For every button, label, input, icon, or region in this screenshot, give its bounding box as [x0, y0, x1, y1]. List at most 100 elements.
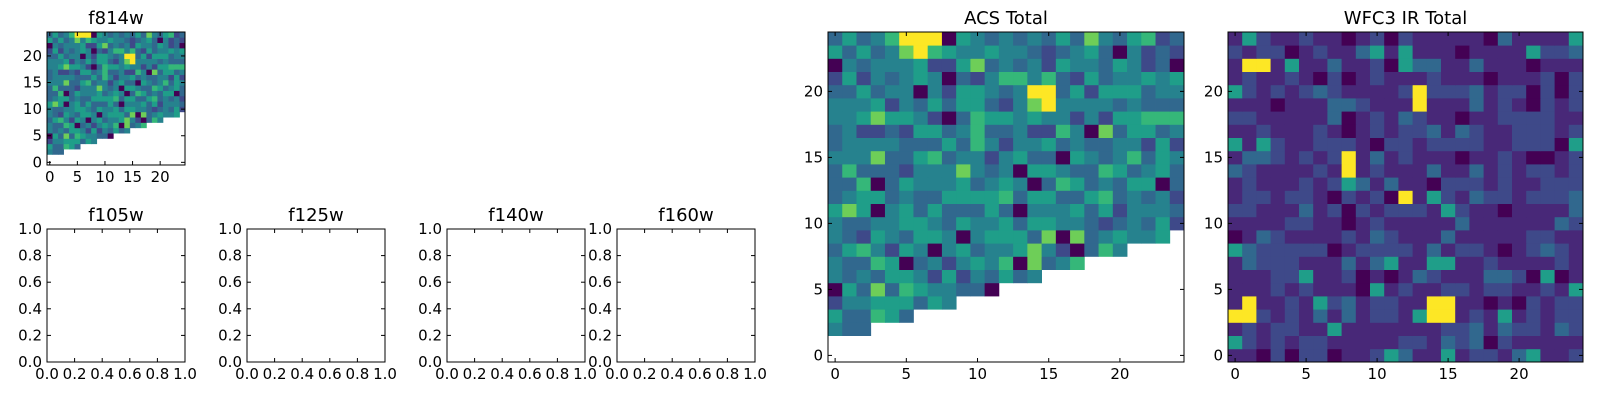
heatmap-cell	[80, 95, 87, 102]
heatmap-cell	[1469, 296, 1484, 310]
heatmap-cell	[1256, 98, 1271, 112]
heatmap-cell	[927, 282, 943, 297]
heatmap-cell	[168, 79, 175, 86]
y-tick-label: 5	[32, 127, 42, 145]
heatmap-cell	[96, 37, 103, 44]
heatmap-cell	[1313, 164, 1328, 178]
heatmap-cell	[85, 127, 92, 134]
heatmap-cell	[1112, 58, 1128, 72]
heatmap-cell	[1098, 230, 1114, 244]
heatmap-cell	[96, 53, 103, 59]
heatmap-cell	[1127, 32, 1142, 46]
heatmap-cell	[870, 58, 886, 72]
heatmap-cell	[1497, 71, 1513, 86]
heatmap-cell	[1256, 84, 1271, 99]
heatmap-cell	[1441, 230, 1456, 244]
heatmap-cell	[1327, 216, 1342, 231]
heatmap-cell	[1055, 111, 1071, 125]
heatmap-cell	[870, 296, 886, 310]
heatmap-cell	[1483, 84, 1499, 99]
heatmap-cell	[69, 122, 75, 129]
heatmap-cell	[1512, 58, 1527, 72]
heatmap-cell	[1512, 164, 1527, 178]
heatmap-cell	[1412, 230, 1428, 244]
heatmap-cell	[1568, 45, 1584, 59]
heatmap-cell	[1055, 164, 1071, 178]
heatmap-cell	[80, 106, 87, 113]
heatmap-cell	[107, 133, 114, 139]
heatmap-cell	[1084, 243, 1099, 257]
heatmap-cell	[1512, 190, 1527, 204]
heatmap-cell	[85, 85, 92, 91]
heatmap-cell	[118, 47, 125, 54]
heatmap-cell	[1242, 269, 1257, 284]
heatmap-cell	[842, 256, 857, 270]
heatmap-cell	[1112, 111, 1128, 125]
heatmap-cell	[168, 42, 175, 49]
heatmap-cell	[58, 111, 64, 118]
heatmap-cell	[113, 79, 120, 86]
heatmap-cell	[1526, 296, 1541, 310]
heatmap-cell	[1469, 282, 1484, 297]
heatmap-cell	[52, 90, 59, 97]
heatmap-cell	[69, 95, 75, 102]
heatmap-cell	[1327, 335, 1342, 350]
heatmap-cell	[1155, 58, 1171, 72]
heatmap-cell	[102, 63, 109, 70]
heatmap-cell	[1299, 164, 1314, 178]
heatmap-cell	[1284, 348, 1300, 363]
heatmap-cell	[1384, 348, 1399, 363]
heatmap-cell	[1526, 190, 1541, 204]
heatmap-cell	[1370, 137, 1385, 152]
heatmap-cell	[1384, 269, 1399, 284]
heatmap-cell	[1512, 335, 1527, 350]
heatmap-cell	[998, 256, 1014, 270]
heatmap-cell	[1070, 177, 1085, 191]
heatmap-cell	[870, 177, 886, 191]
heatmap-cell	[1412, 203, 1428, 218]
heatmap-cell	[884, 164, 900, 178]
heatmap-cell	[146, 101, 153, 107]
heatmap-cell	[1384, 84, 1399, 99]
heatmap-cell	[69, 74, 75, 81]
heatmap-cell	[52, 143, 59, 150]
heatmap-cell	[140, 79, 147, 86]
heatmap-cell	[91, 127, 98, 134]
heatmap-cell	[1455, 98, 1470, 112]
heatmap-cell	[884, 190, 900, 204]
heatmap-cell	[52, 42, 59, 49]
axes-title: f125w	[288, 205, 343, 226]
heatmap-cell	[1540, 309, 1555, 323]
heatmap-cell	[146, 53, 153, 59]
heatmap-cell	[956, 45, 971, 59]
heatmap-cell	[1568, 84, 1584, 99]
heatmap-cell	[146, 111, 153, 118]
heatmap-cell	[899, 216, 914, 231]
heatmap-cell	[107, 90, 114, 97]
heatmap-cell	[1398, 124, 1413, 138]
heatmap-cell	[107, 53, 114, 59]
heatmap-cell	[1228, 203, 1243, 218]
heatmap-cell	[1497, 32, 1513, 46]
heatmap-cell	[927, 111, 943, 125]
heatmap-cell	[129, 85, 136, 91]
heatmap-cell	[1341, 282, 1357, 297]
heatmap-cell	[1497, 256, 1513, 270]
heatmap-cell	[91, 74, 98, 81]
heatmap-cell	[1355, 111, 1371, 125]
heatmap-cell	[1441, 32, 1456, 46]
heatmap-cell	[1299, 256, 1314, 270]
heatmap-cell	[52, 37, 59, 44]
heatmap-cell	[102, 37, 109, 44]
y-tick-label: 0.4	[18, 300, 42, 318]
heatmap-cell	[1228, 282, 1243, 297]
x-tick-label: 0.4	[660, 365, 684, 383]
heatmap-cell	[1469, 256, 1484, 270]
heatmap-cell	[1568, 124, 1584, 138]
heatmap-cell	[173, 47, 180, 54]
heatmap-cell	[1341, 335, 1357, 350]
heatmap-cell	[1341, 164, 1357, 178]
heatmap-cell	[828, 45, 843, 59]
heatmap-cell	[1341, 32, 1357, 46]
heatmap-cell	[1327, 243, 1342, 257]
